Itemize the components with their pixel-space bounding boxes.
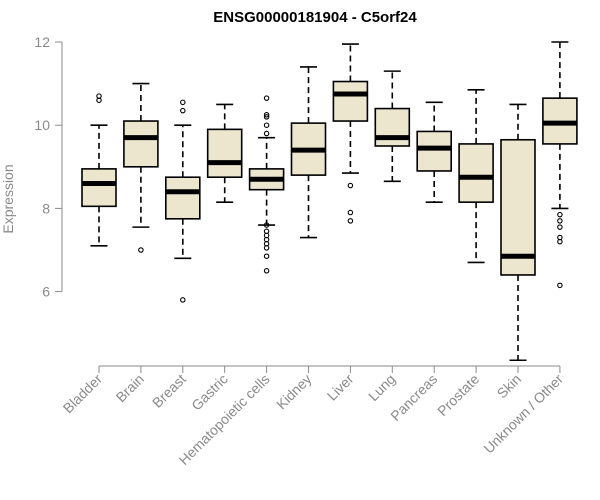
outlier-point: [138, 247, 144, 253]
box-group: [206, 103, 243, 203]
iqr-box: [458, 143, 494, 203]
outlier-point: [263, 253, 270, 259]
outlier-point: [557, 218, 563, 224]
outlier-point: [263, 95, 270, 101]
outlier-point: [557, 224, 563, 230]
x-tick-label: Brain: [113, 371, 147, 405]
outlier-point: [557, 211, 563, 218]
box-group: [123, 82, 159, 253]
outlier-point: [263, 268, 270, 274]
chart-title: ENSG00000181904 - C5orf24: [213, 9, 417, 26]
box-group: [458, 89, 494, 264]
iqr-box: [332, 80, 369, 122]
x-tick-label: Bladder: [60, 371, 106, 417]
box-group: [542, 41, 578, 289]
box-group: [416, 101, 453, 203]
plot-area: [81, 41, 578, 362]
outlier-point: [347, 218, 354, 224]
iqr-box: [165, 176, 201, 220]
outlier-point: [557, 282, 563, 289]
x-tick-label: Breast: [149, 371, 189, 411]
box-group: [165, 99, 201, 303]
y-tick-label: 12: [34, 34, 50, 50]
outlier-point: [347, 182, 354, 189]
x-tick-label: Unknown / Other: [480, 371, 566, 457]
x-tick-label: Skin: [494, 371, 525, 402]
outlier-point: [263, 114, 270, 120]
box-group: [81, 93, 117, 247]
box-group: [290, 66, 327, 239]
iqr-box: [416, 130, 453, 172]
x-tick-label: Lung: [365, 371, 398, 404]
outlier-point: [263, 112, 270, 118]
x-tick-label: Kidney: [273, 371, 315, 413]
iqr-box: [123, 120, 159, 168]
box-group: [374, 70, 411, 183]
outlier-point: [96, 93, 102, 99]
outlier-point: [263, 130, 270, 137]
iqr-box: [500, 138, 536, 276]
outlier-point: [347, 209, 354, 216]
x-tick-label: Prostate: [434, 371, 482, 419]
y-tick-label: 10: [34, 117, 50, 133]
outlier-point: [180, 99, 186, 106]
outlier-point: [180, 107, 186, 114]
outlier-point: [263, 222, 270, 228]
iqr-box: [81, 168, 117, 208]
y-tick-label: 6: [42, 284, 50, 300]
box-group: [248, 95, 285, 274]
y-axis: 6 8 10 12: [34, 34, 63, 300]
y-axis-label: Expression: [0, 164, 16, 233]
x-tick-label: Pancreas: [387, 371, 440, 424]
box-group: [500, 103, 536, 362]
outlier-point: [263, 245, 270, 251]
outlier-point: [180, 297, 186, 303]
box-group: [332, 43, 369, 224]
x-tick-label: Liver: [324, 371, 357, 404]
y-tick-label: 8: [42, 200, 50, 216]
iqr-box: [374, 107, 411, 147]
outlier-point: [263, 122, 270, 128]
outlier-point: [557, 238, 563, 245]
iqr-box: [206, 128, 243, 179]
